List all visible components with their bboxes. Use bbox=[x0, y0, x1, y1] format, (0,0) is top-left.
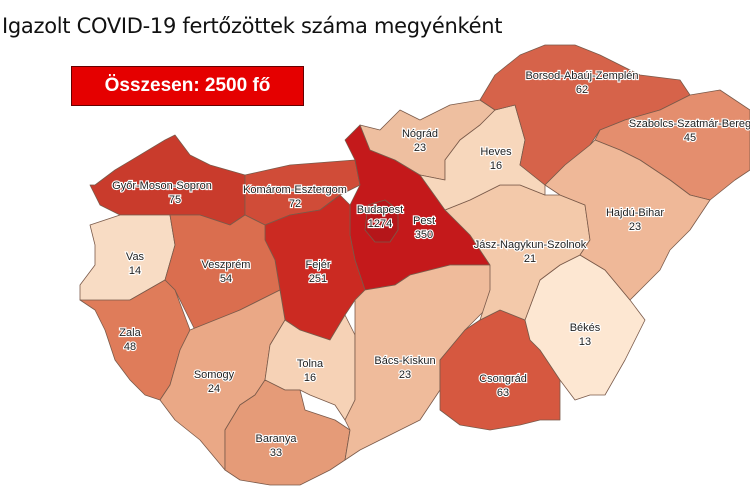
label-hajdu-value: 23 bbox=[629, 221, 641, 233]
label-baranya-value: 33 bbox=[270, 447, 282, 459]
label-pest-value: 350 bbox=[415, 229, 433, 241]
label-gyor-name: Győr-Moson-Sopron bbox=[112, 180, 212, 192]
label-bekes-value: 13 bbox=[579, 336, 591, 348]
label-nograd-name: Nógrád bbox=[402, 128, 438, 140]
label-komarom-value: 72 bbox=[289, 198, 301, 210]
label-borsod-name: Borsod-Abaúj-Zemplén bbox=[525, 70, 638, 82]
label-tolna-name: Tolna bbox=[297, 358, 324, 370]
page-title: Igazolt COVID-19 fertőzöttek száma megyé… bbox=[2, 14, 503, 38]
label-budapest-name: Budapest bbox=[357, 204, 403, 216]
label-heves-value: 16 bbox=[490, 160, 502, 172]
label-szabolcs-value: 45 bbox=[684, 132, 696, 144]
label-fejer-value: 251 bbox=[309, 273, 327, 285]
label-vas-value: 14 bbox=[129, 265, 141, 277]
total-badge: Összesen: 2500 fő bbox=[71, 66, 304, 106]
label-veszprem-name: Veszprém bbox=[202, 259, 251, 271]
label-bacs-name: Bács-Kiskun bbox=[374, 355, 435, 367]
county-labels: Borsod-Abaúj-Zemplén 62 Szabolcs-Szatmár… bbox=[111, 69, 750, 460]
label-tolna-value: 16 bbox=[304, 372, 316, 384]
label-vas-name: Vas bbox=[126, 251, 145, 263]
label-jasz-name: Jász-Nagykun-Szolnok bbox=[474, 239, 587, 251]
label-fejer-name: Fejér bbox=[305, 259, 330, 271]
label-pest-name: Pest bbox=[413, 215, 435, 227]
label-baranya-name: Baranya bbox=[256, 433, 298, 445]
label-zala-name: Zala bbox=[119, 327, 141, 339]
label-heves-name: Heves bbox=[480, 146, 512, 158]
label-komarom-name: Komárom-Esztergom bbox=[243, 184, 347, 196]
label-jasz-value: 21 bbox=[524, 253, 536, 265]
label-szabolcs-name: Szabolcs-Szatmár-Bereg bbox=[629, 118, 750, 130]
label-bacs-value: 23 bbox=[399, 369, 411, 381]
label-somogy-name: Somogy bbox=[194, 369, 235, 381]
label-hajdu-name: Hajdú-Bihar bbox=[606, 207, 664, 219]
label-nograd-value: 23 bbox=[414, 142, 426, 154]
label-bekes-name: Békés bbox=[570, 322, 601, 334]
label-csongrad-name: Csongrád bbox=[479, 373, 527, 385]
county-budapest bbox=[364, 199, 399, 243]
label-somogy-value: 24 bbox=[208, 383, 220, 395]
county-baranya bbox=[224, 379, 351, 486]
label-budapest-value: 1274 bbox=[368, 218, 392, 230]
label-veszprem-value: 54 bbox=[220, 273, 232, 285]
county-hajdu bbox=[544, 139, 711, 301]
label-zala-value: 48 bbox=[124, 341, 136, 353]
label-csongrad-value: 63 bbox=[497, 387, 509, 399]
label-gyor-value: 75 bbox=[169, 194, 181, 206]
label-borsod-value: 62 bbox=[576, 84, 588, 96]
county-heves bbox=[419, 104, 546, 211]
